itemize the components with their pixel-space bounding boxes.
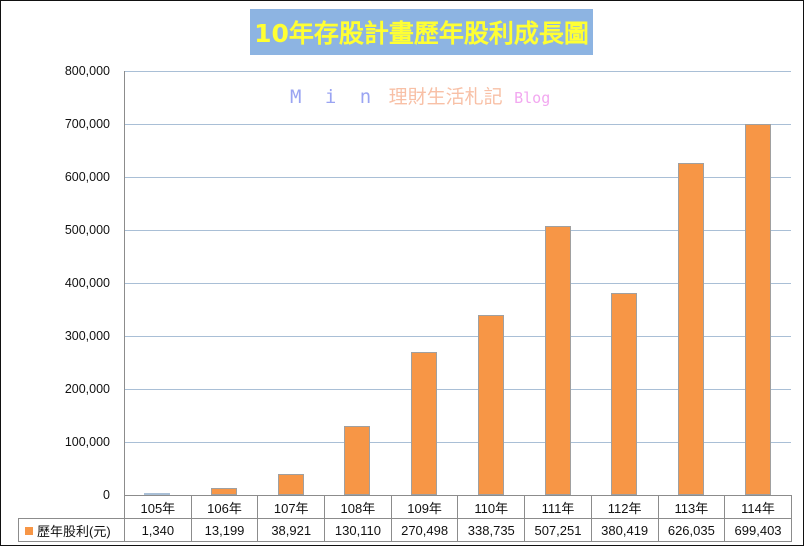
category-cell: 106年 [190,495,259,519]
y-tick-label: 300,000 [64,329,110,343]
watermark: M i n 理財生活札記 Blog [290,82,550,109]
chart-title-box: 10年存股計畫歷年股利成長圖 [250,9,593,55]
gridline [124,230,791,231]
value-cell: 270,498 [390,518,459,542]
y-tick-label: 0 [103,488,110,502]
gridline [124,124,791,125]
value-cell: 13,199 [190,518,259,542]
bar-109年 [411,351,438,495]
y-tick-label: 400,000 [64,276,110,290]
value-cell: 130,110 [324,518,392,542]
watermark-name: 理財生活札記 [388,86,503,108]
bar-114年 [744,124,771,495]
category-cell: 112年 [590,495,659,519]
gridline [124,71,791,72]
bar-107年 [277,474,304,495]
gridline [124,336,791,337]
legend-label: 歷年股利(元) [37,523,111,539]
value-row: 歷年股利(元) 1,340 13,199 38,921 130,110 270,498 3… [18,518,792,542]
category-cell: 114年 [724,495,792,519]
value-cell: 38,921 [257,518,326,542]
y-tick-label: 600,000 [64,170,110,184]
category-cell: 109年 [390,495,459,519]
plot-area [124,71,791,495]
gridline [124,389,791,390]
category-cell: 110年 [457,495,526,519]
value-cell: 1,340 [124,518,192,542]
y-tick-label: 700,000 [64,117,110,131]
bar-113年 [677,163,704,495]
y-axis-line [124,71,125,495]
gridline [124,177,791,178]
bar-112年 [611,293,638,495]
y-tick-label: 100,000 [64,435,110,449]
chart-title: 10年存股計畫歷年股利成長圖 [254,19,589,48]
category-cell: 111年 [524,495,592,519]
bar-111年 [544,226,571,495]
gridline [124,442,791,443]
category-row: 105年 106年 107年 108年 109年 110年 111年 112年 113年 114年 [18,495,792,519]
value-cell: 626,035 [657,518,726,542]
watermark-blog: Blog [514,89,551,107]
value-cell: 338,735 [457,518,526,542]
y-tick-label: 800,000 [64,64,110,78]
category-cell: 113年 [657,495,726,519]
table-corner [18,495,125,519]
gridline [124,283,791,284]
value-cell: 380,419 [590,518,659,542]
y-tick-label: 200,000 [64,382,110,396]
category-cell: 108年 [324,495,392,519]
value-cell: 507,251 [524,518,592,542]
bar-105年 [144,493,171,495]
data-table: 105年 106年 107年 108年 109年 110年 111年 112年 113年 114年… [18,495,792,542]
category-cell: 107年 [257,495,326,519]
watermark-min: M i n [290,86,378,108]
legend-swatch-icon [25,527,33,536]
category-cell: 105年 [124,495,192,519]
bar-106年 [211,488,238,495]
value-cell: 699,403 [724,518,792,542]
legend-cell: 歷年股利(元) [18,518,125,542]
bar-108年 [344,426,371,495]
bar-110年 [477,315,504,495]
y-tick-label: 500,000 [64,223,110,237]
